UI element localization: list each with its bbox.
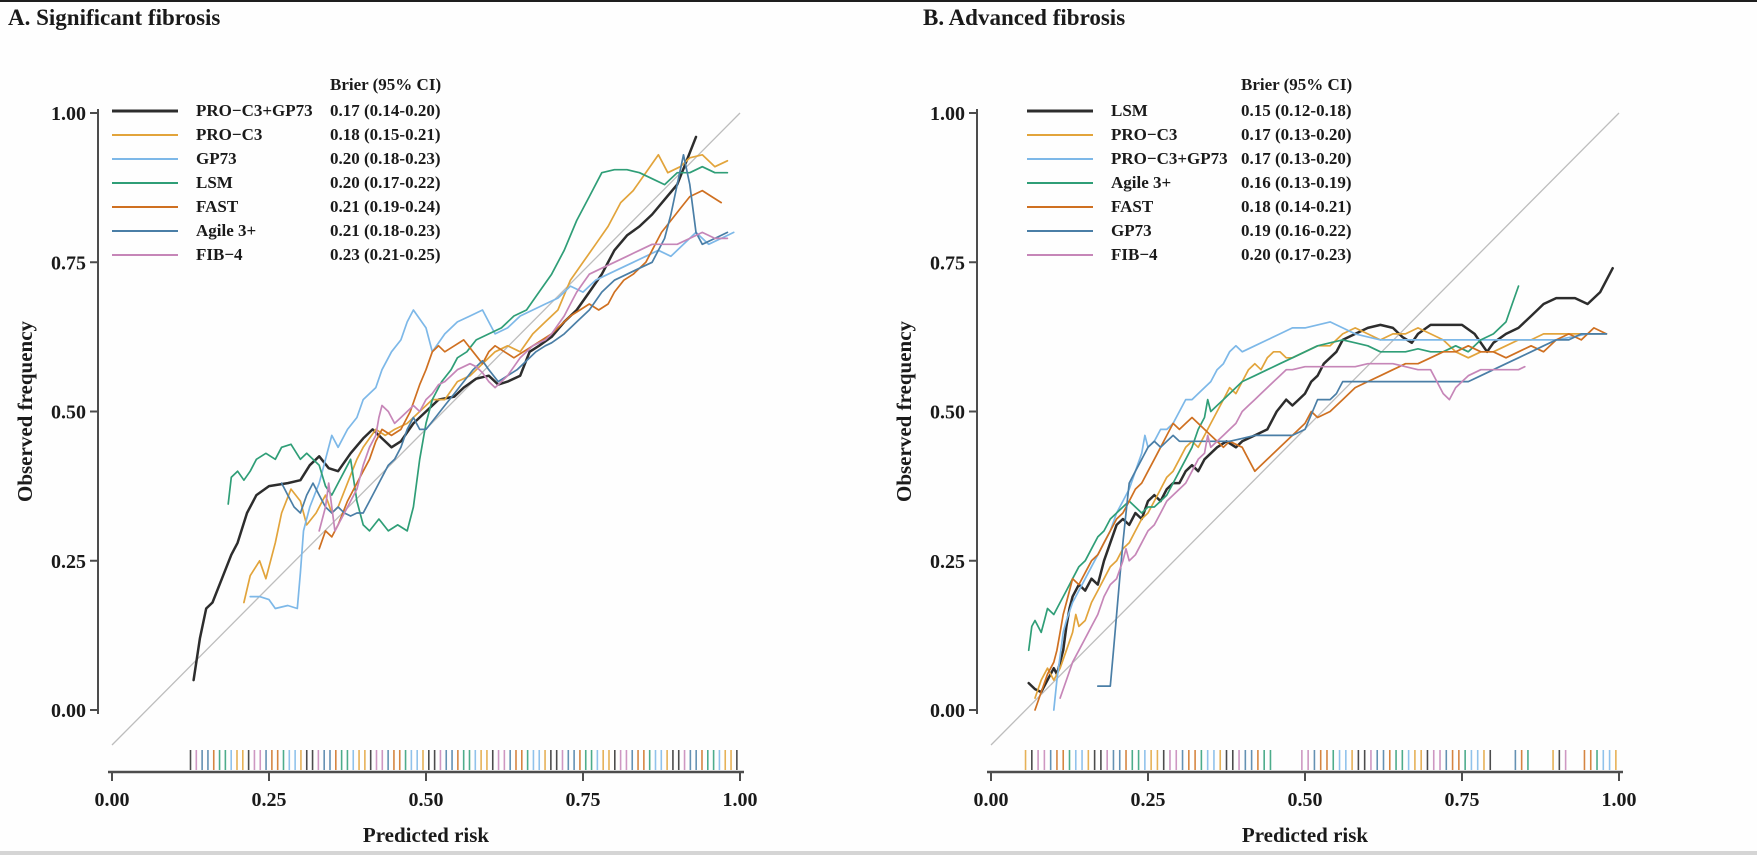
legend-series-name: PRO−C3 <box>1111 125 1177 144</box>
x-tick-label: 0.75 <box>1445 789 1480 811</box>
plot-group: 0.00 0.25 0.50 0.75 1.00 0.00 0.25 0.50 0.75 1.00… <box>892 75 1637 847</box>
top-edge-strip <box>0 0 1757 2</box>
x-axis-title: Predicted risk <box>1242 823 1368 847</box>
legend-series-name: FAST <box>196 197 239 216</box>
legend-header: Brier (95% CI) <box>1241 75 1352 94</box>
panel-b-title: B. Advanced fibrosis <box>923 5 1126 30</box>
series-line-3 <box>1027 285 1520 652</box>
legend-brier-value: 0.15 (0.12-0.18) <box>1241 101 1351 120</box>
y-axis-title: Observed frequency <box>892 320 916 502</box>
panel-a-title: A. Significant fibrosis <box>8 5 221 30</box>
y-tick-label: 0.00 <box>930 700 965 722</box>
legend: Brier (95% CI) PRO−C3+GP73 0.17 (0.14-0.20… <box>112 75 441 264</box>
series-line-5 <box>1096 333 1608 687</box>
x-tick-label: 1.00 <box>1602 789 1637 811</box>
series-line-5 <box>280 153 729 517</box>
legend-brier-value: 0.17 (0.14-0.20) <box>330 101 440 120</box>
series-line-4 <box>318 189 723 550</box>
x-tick-label: 0.25 <box>252 789 287 811</box>
y-tick-label: 0.75 <box>930 252 965 274</box>
y-tick-label: 0.50 <box>51 402 86 424</box>
x-axis-title: Predicted risk <box>363 823 489 847</box>
legend-series-name: PRO−C3+GP73 <box>1111 149 1228 168</box>
y-tick-label: 1.00 <box>51 103 86 125</box>
y-tick-label: 0.25 <box>51 551 86 573</box>
legend-series-name: GP73 <box>1111 221 1152 240</box>
legend-brier-value: 0.17 (0.13-0.20) <box>1241 125 1351 144</box>
x-tick-label: 0.00 <box>95 789 130 811</box>
legend-brier-value: 0.16 (0.13-0.19) <box>1241 173 1351 192</box>
series-line-4 <box>1034 327 1608 711</box>
legend-series-name: LSM <box>1111 101 1148 120</box>
y-axis-title: Observed frequency <box>13 320 37 502</box>
legend-series-name: LSM <box>196 173 233 192</box>
legend-brier-value: 0.17 (0.13-0.20) <box>1241 149 1351 168</box>
legend-brier-value: 0.20 (0.17-0.22) <box>330 173 440 192</box>
legend-brier-value: 0.18 (0.15-0.21) <box>330 125 440 144</box>
series-line-0 <box>1027 266 1614 694</box>
y-tick-label: 1.00 <box>930 103 965 125</box>
x-tick-label: 0.75 <box>566 789 601 811</box>
x-tick-label: 0.50 <box>409 789 444 811</box>
series-line-1 <box>243 153 729 604</box>
legend-series-name: Agile 3+ <box>1111 173 1171 192</box>
legend-header: Brier (95% CI) <box>330 75 441 94</box>
legend-brier-value: 0.18 (0.14-0.21) <box>1241 197 1351 216</box>
legend-series-name: GP73 <box>196 149 237 168</box>
series-line-2 <box>249 231 735 610</box>
legend-series-name: PRO−C3+GP73 <box>196 101 313 120</box>
series-line-6 <box>1059 362 1526 699</box>
panel-advanced-fibrosis: B. Advanced fibrosis 0.00 0.25 0.50 0.75 1.0… <box>879 0 1757 855</box>
series-line-6 <box>318 231 729 532</box>
legend-brier-value: 0.20 (0.17-0.23) <box>1241 245 1351 264</box>
legend-brier-value: 0.19 (0.16-0.22) <box>1241 221 1351 240</box>
legend-brier-value: 0.23 (0.21-0.25) <box>330 245 440 264</box>
legend-series-name: FAST <box>1111 197 1154 216</box>
legend-brier-value: 0.21 (0.18-0.23) <box>330 221 440 240</box>
series-line-2 <box>1052 321 1608 711</box>
panel-a-chart: 0.00 0.25 0.50 0.75 1.00 0.00 0.25 0.50 0.75 1.00… <box>13 75 758 847</box>
series-line-0 <box>192 135 698 682</box>
bottom-edge-strip <box>0 851 1757 855</box>
rug-marks <box>1024 750 1617 770</box>
panel-b-chart: 0.00 0.25 0.50 0.75 1.00 0.00 0.25 0.50 0.75 1.00… <box>892 75 1637 847</box>
rug-marks <box>189 750 738 770</box>
series-line-1 <box>1034 327 1608 699</box>
series-line-3 <box>227 165 729 532</box>
y-tick-label: 0.00 <box>51 700 86 722</box>
plot-group: 0.00 0.25 0.50 0.75 1.00 0.00 0.25 0.50 0.75 1.00… <box>13 75 758 847</box>
panel-significant-fibrosis: A. Significant fibrosis 0.00 0.25 0.50 0.75… <box>0 0 878 855</box>
x-tick-label: 1.00 <box>723 789 758 811</box>
x-tick-label: 0.50 <box>1288 789 1323 811</box>
legend-series-name: FIB−4 <box>196 245 243 264</box>
x-tick-label: 0.00 <box>974 789 1009 811</box>
legend: Brier (95% CI) LSM 0.15 (0.12-0.18) PRO−C3 0… <box>1027 75 1352 264</box>
legend-series-name: FIB−4 <box>1111 245 1158 264</box>
legend-brier-value: 0.21 (0.19-0.24) <box>330 197 440 216</box>
y-tick-label: 0.75 <box>51 252 86 274</box>
y-tick-label: 0.25 <box>930 551 965 573</box>
legend-series-name: PRO−C3 <box>196 125 262 144</box>
x-tick-label: 0.25 <box>1131 789 1166 811</box>
y-tick-label: 0.50 <box>930 402 965 424</box>
legend-brier-value: 0.20 (0.18-0.23) <box>330 149 440 168</box>
legend-series-name: Agile 3+ <box>196 221 256 240</box>
